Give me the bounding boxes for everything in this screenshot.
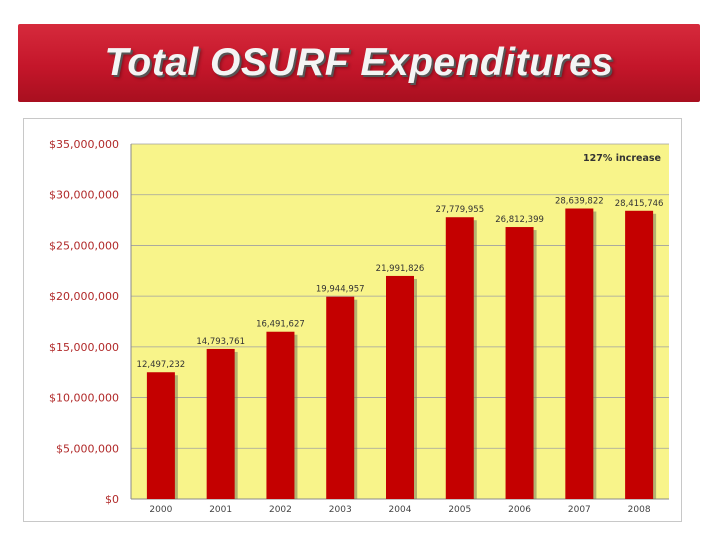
bar (565, 208, 594, 499)
y-tick-label: $25,000,000 (49, 239, 119, 252)
x-tick-label: 2000 (149, 505, 172, 515)
data-label: 21,991,826 (376, 264, 425, 274)
x-tick-label: 2004 (389, 505, 412, 515)
data-label: 14,793,761 (196, 337, 245, 347)
data-label: 28,639,822 (555, 197, 604, 207)
y-tick-label: $30,000,000 (49, 189, 119, 202)
bar (266, 331, 295, 499)
x-tick-label: 2005 (448, 505, 471, 515)
data-label: 26,812,399 (495, 215, 544, 225)
y-tick-label: $35,000,000 (49, 138, 119, 151)
x-tick-label: 2006 (508, 505, 531, 515)
data-label: 12,497,232 (137, 360, 186, 370)
increase-annotation: 127% increase (583, 153, 661, 164)
x-tick-label: 2001 (209, 505, 232, 515)
y-tick-label: $5,000,000 (56, 442, 119, 455)
bar (326, 296, 355, 499)
bar (206, 348, 235, 499)
bar (445, 217, 474, 500)
y-tick-label: $20,000,000 (49, 290, 119, 303)
bar (386, 275, 414, 499)
x-tick-label: 2003 (329, 505, 352, 515)
x-tick-label: 2008 (628, 505, 651, 515)
bar (505, 227, 534, 500)
data-label: 19,944,957 (316, 285, 365, 295)
title-banner: Total OSURF Expenditures (18, 24, 700, 102)
y-tick-label: $10,000,000 (49, 392, 119, 405)
data-label: 27,779,955 (435, 205, 484, 215)
slide-title: Total OSURF Expenditures (104, 41, 614, 84)
y-tick-label: $0 (105, 493, 119, 506)
bar (146, 372, 175, 499)
data-label: 16,491,627 (256, 320, 305, 330)
chart-frame: $0 $5,000,000 $10,000,000 $15,000,000 $20,00… (23, 118, 682, 522)
y-tick-label: $15,000,000 (49, 341, 119, 354)
x-tick-label: 2002 (269, 505, 292, 515)
bar-chart: $0 $5,000,000 $10,000,000 $15,000,000 $20,00… (49, 138, 669, 515)
data-label: 28,415,746 (615, 199, 664, 209)
x-tick-label: 2007 (568, 505, 591, 515)
bar (625, 210, 654, 499)
